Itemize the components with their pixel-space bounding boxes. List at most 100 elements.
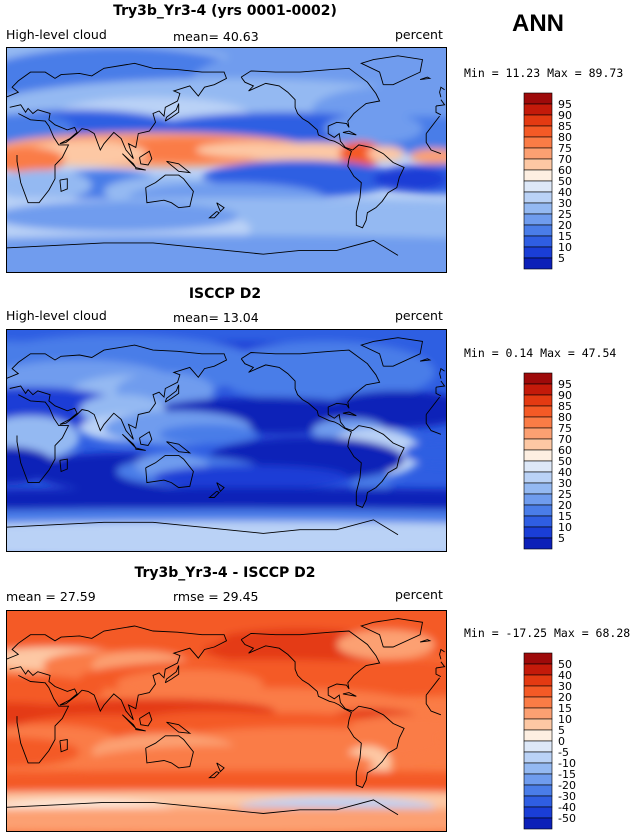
coastline <box>6 625 228 721</box>
colorbar-swatch <box>523 405 553 418</box>
coastline <box>208 490 220 498</box>
contour-region <box>336 629 435 660</box>
colorbar-swatch <box>523 795 553 808</box>
colorbar-tick-label: 50 <box>558 455 572 468</box>
colorbar-swatch <box>523 180 553 193</box>
coastline <box>226 519 399 536</box>
contour-field <box>6 329 447 552</box>
colorbar-tick-label: 20 <box>558 219 572 232</box>
colorbar-swatch <box>523 674 553 687</box>
coastline <box>435 99 446 107</box>
coastline <box>342 411 357 417</box>
map-frame <box>6 610 447 832</box>
contour-region <box>6 235 447 273</box>
coastline <box>425 396 440 415</box>
colorbar-tick-label: 30 <box>558 477 572 490</box>
colorbar-tick-label: 10 <box>558 713 572 726</box>
colorbar-tick-label: -30 <box>558 790 576 803</box>
coastline <box>6 521 227 531</box>
colorbar-swatch <box>523 103 553 116</box>
panel3-minmax: Min = -17.25 Max = 68.28 <box>464 626 631 640</box>
coastline <box>166 441 192 454</box>
contour-region <box>6 737 80 767</box>
coastline <box>425 677 440 696</box>
colorbar-tick-label: 30 <box>558 197 572 210</box>
coastline <box>419 76 432 81</box>
colorbar-swatch <box>523 762 553 775</box>
coastline <box>240 630 405 789</box>
coastline <box>6 801 227 811</box>
colorbar-swatch <box>523 751 553 764</box>
colorbar-swatch <box>523 394 553 407</box>
colorbar-tick-label: -50 <box>558 812 576 825</box>
coastline <box>145 174 194 209</box>
colorbar-tick-label: 25 <box>558 488 572 501</box>
contour-region <box>339 141 384 167</box>
colorbar-swatch <box>523 125 553 138</box>
coastline <box>439 648 445 660</box>
panel2-map <box>6 329 447 552</box>
colorbar-tick-label: 80 <box>558 411 572 424</box>
colorbar-tick-label: 95 <box>558 98 572 111</box>
panel1-map <box>6 47 447 273</box>
colorbar-swatch <box>523 246 553 259</box>
coastline <box>16 394 70 484</box>
colorbar-swatch <box>523 427 553 440</box>
coastline <box>435 668 442 678</box>
contour-region <box>404 440 447 466</box>
colorbar-tick-label: 0 <box>558 735 565 748</box>
colorbar-swatch <box>523 202 553 215</box>
contour-region <box>251 659 447 697</box>
colorbar-swatch <box>523 663 553 676</box>
coastline <box>419 358 432 362</box>
colorbar-swatch <box>523 652 553 665</box>
panel1-units: percent <box>395 27 443 42</box>
coastline <box>226 239 399 256</box>
contour-region <box>6 675 104 705</box>
panel3-units: percent <box>395 587 443 602</box>
coastline <box>16 674 70 764</box>
coastline <box>139 431 153 446</box>
coastline <box>439 367 445 379</box>
colorbar-swatch <box>523 449 553 462</box>
coastline <box>216 202 225 213</box>
colorbar-swatch <box>523 416 553 429</box>
coastline <box>435 387 442 397</box>
colorbar-swatch <box>523 224 553 237</box>
coastline <box>164 665 180 684</box>
colorbar-tick-label: 30 <box>558 680 572 693</box>
colorbar-tick-label: 15 <box>558 702 572 715</box>
colorbar-tick-label: 85 <box>558 400 572 413</box>
coastline <box>342 130 357 136</box>
colorbar-tick-label: -15 <box>558 768 576 781</box>
coastline <box>216 762 225 773</box>
colorbar-tick-label: 15 <box>558 230 572 243</box>
colorbar-tick-label: 25 <box>558 208 572 221</box>
colorbar-swatch <box>523 114 553 127</box>
colorbar-swatch <box>523 438 553 451</box>
panel2-mean: mean= 13.04 <box>173 310 259 325</box>
panel1-minmax: Min = 11.23 Max = 89.73 <box>464 66 624 80</box>
colorbar-tick-label: 5 <box>558 532 565 545</box>
colorbar-swatch <box>523 806 553 819</box>
colorbar-tick-label: 40 <box>558 466 572 479</box>
colorbar-swatch <box>523 685 553 698</box>
coastline <box>208 211 220 219</box>
colorbar-swatch <box>523 740 553 753</box>
colorbar-swatch <box>523 460 553 473</box>
colorbar-tick-label: 90 <box>558 109 572 122</box>
panel1-variable: High-level cloud <box>6 27 107 42</box>
colorbar-swatch <box>523 257 553 270</box>
coastline <box>164 384 180 403</box>
panel3-rmse: rmse = 29.45 <box>173 589 259 604</box>
coastline <box>122 433 137 449</box>
colorbar-swatch <box>523 718 553 731</box>
coastline <box>439 86 445 98</box>
coastline <box>435 106 442 116</box>
panel3-title: Try3b_Yr3-4 - ISCCP D2 <box>134 565 316 581</box>
panel1-title: Try3b_Yr3-4 (yrs 0001-0002) <box>113 3 337 19</box>
colorbar-swatch <box>523 383 553 396</box>
coastline <box>139 150 153 166</box>
season-label: ANN <box>512 10 564 37</box>
colorbar-swatch <box>523 696 553 709</box>
